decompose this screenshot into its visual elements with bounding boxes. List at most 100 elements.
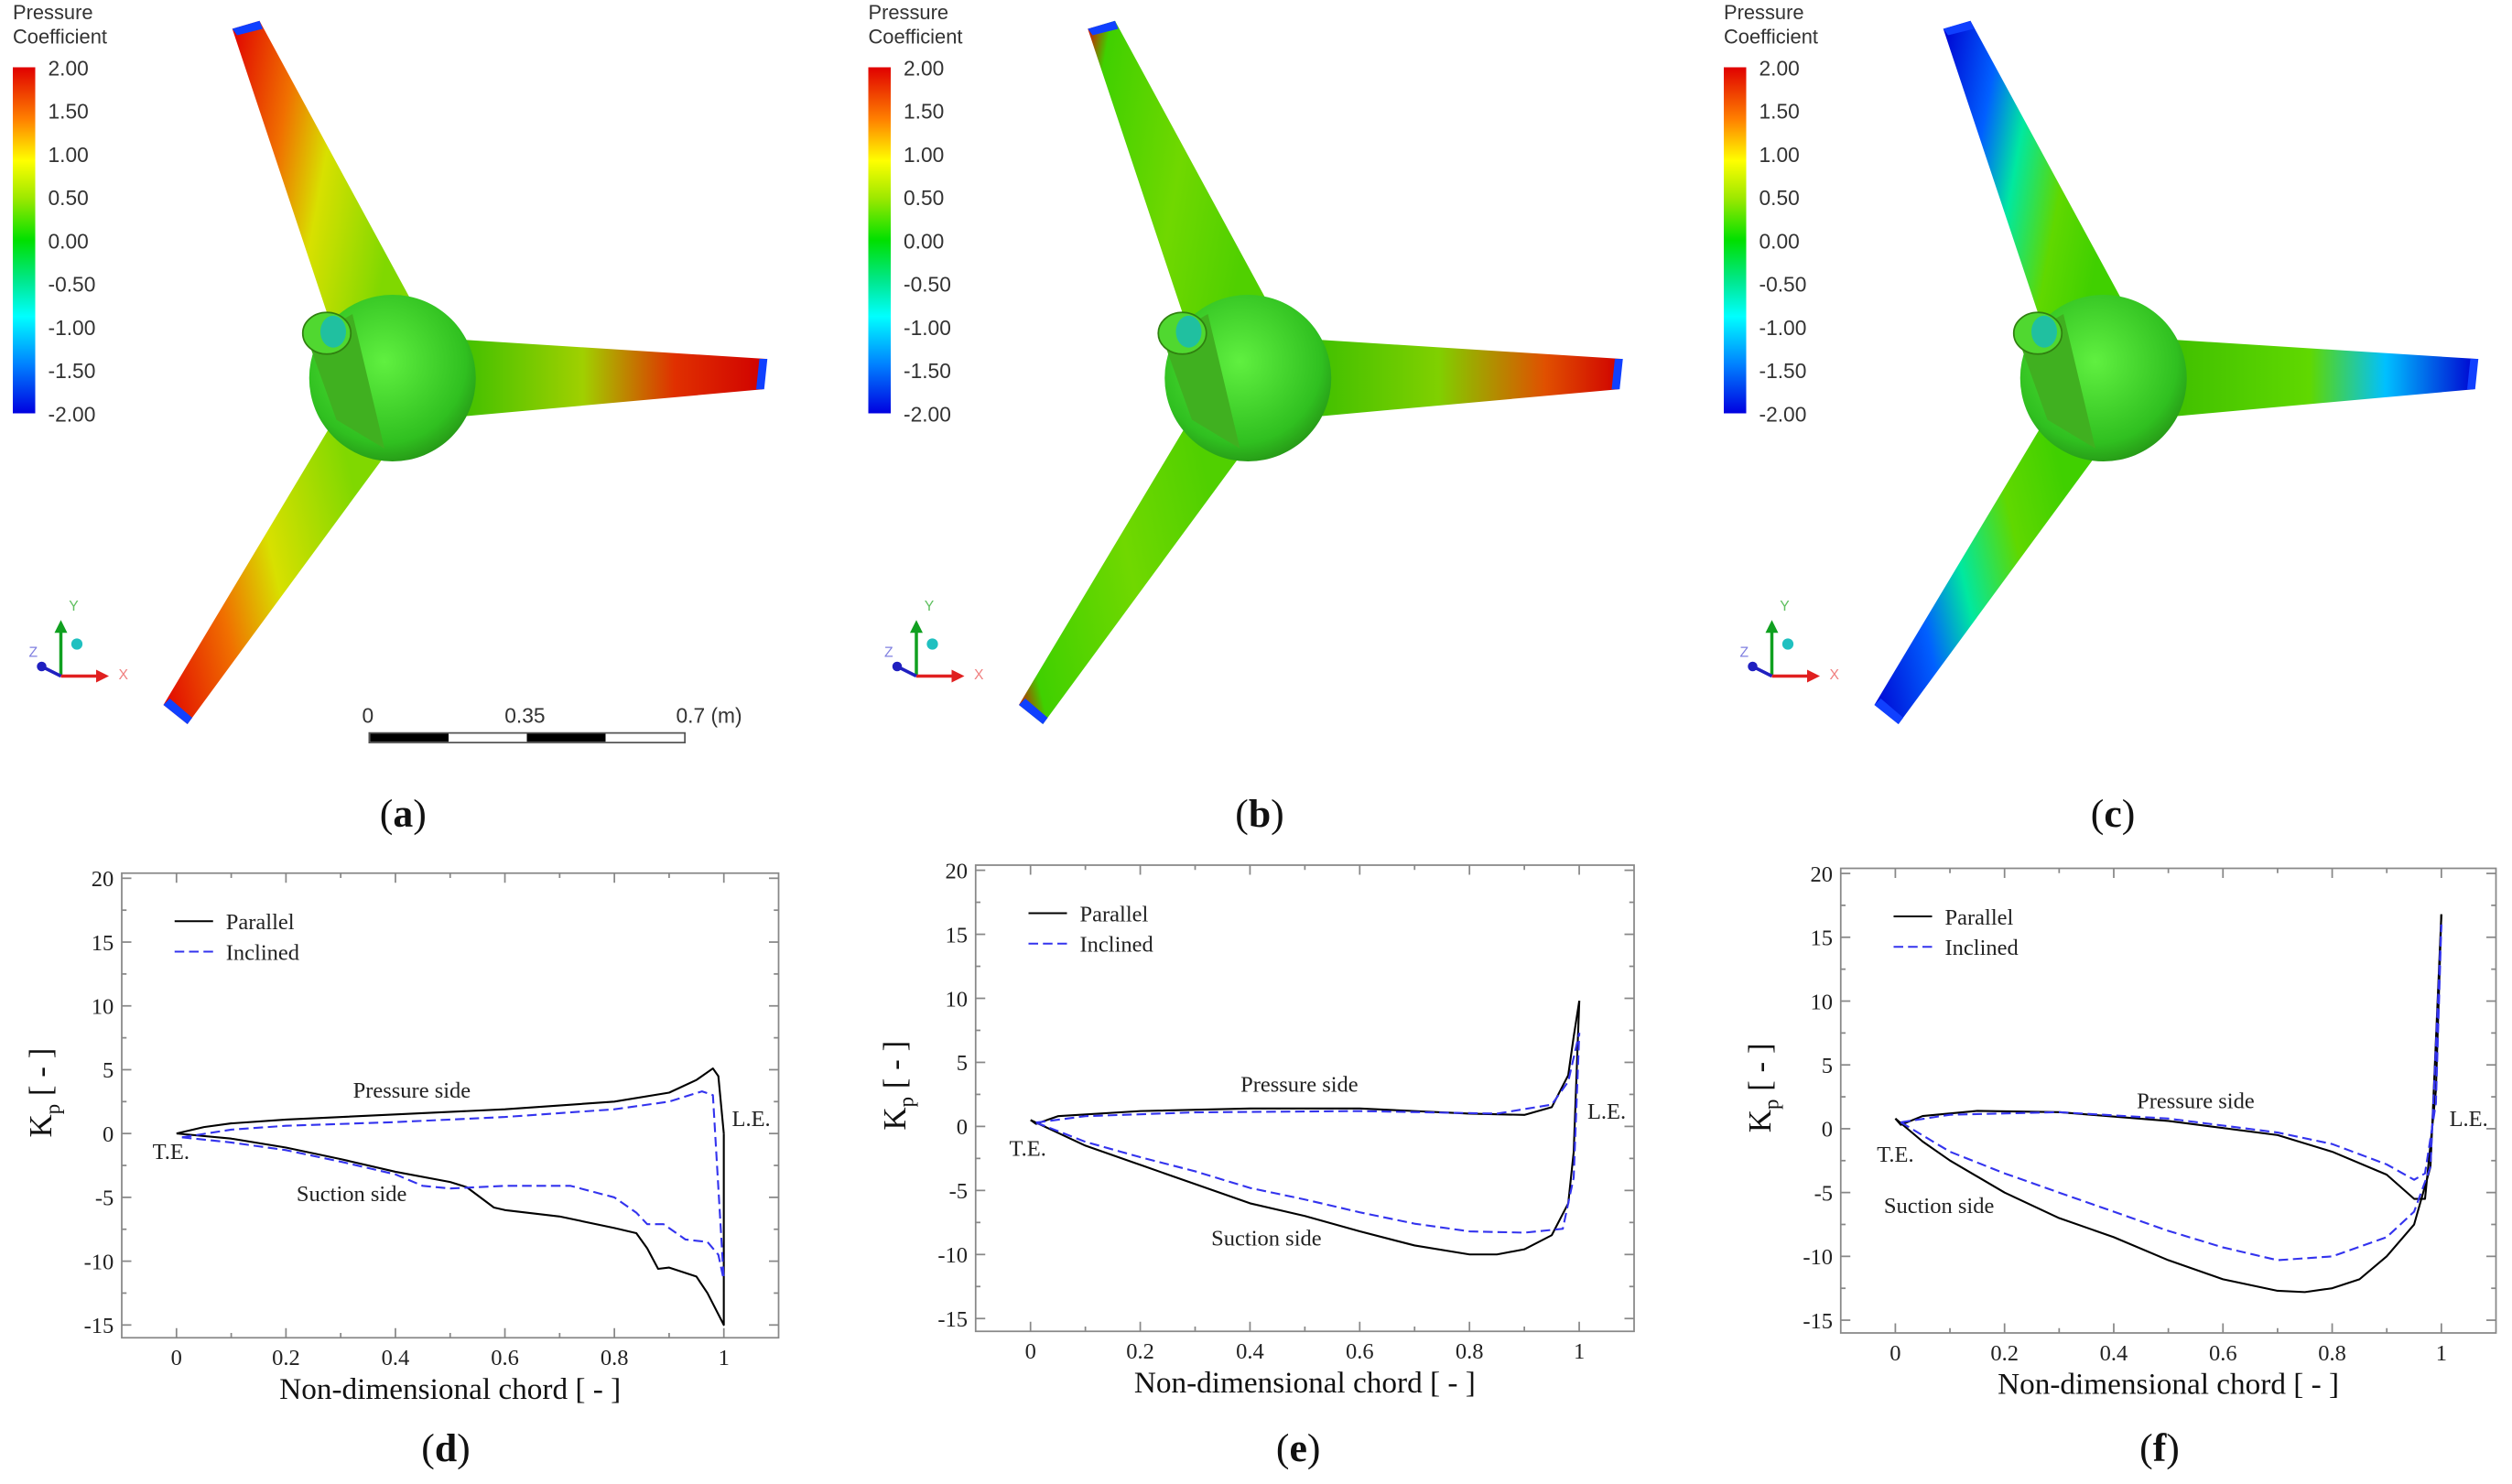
y-label-subscript: p	[41, 1104, 64, 1114]
colorbar-title: Pressure	[868, 1, 949, 25]
blade-tip	[2467, 359, 2479, 390]
triad-y-label: Y	[1780, 599, 1790, 614]
colorbar-tick-label: 1.50	[1759, 99, 1800, 124]
annotation-label: T.E.	[1877, 1143, 1913, 1167]
series-inclined-pressure-line	[1035, 1032, 1581, 1124]
panel-label: (d)	[421, 1426, 470, 1473]
rotor-render: Y X Z	[884, 20, 1623, 724]
panel-label: (f)	[2139, 1426, 2180, 1473]
triad-x-label: X	[1830, 667, 1840, 683]
colorbar-tick-label: 0.00	[1759, 229, 1800, 254]
x-tick-label: 0.8	[601, 1346, 629, 1370]
colorbar-tick-label: 1.50	[48, 99, 89, 124]
colorbar-tick-label: -1.50	[904, 359, 951, 384]
y-tick-label: -10	[937, 1243, 968, 1268]
x-tick-label: 0.4	[1236, 1339, 1264, 1364]
blade-lower	[1019, 429, 1243, 724]
y-axis-label: Kp [ - ]	[877, 1041, 918, 1131]
colorbar-tick-label: 2.00	[48, 56, 89, 81]
paren: (	[2090, 793, 2105, 837]
paren: (	[1275, 1427, 1290, 1471]
blade-upper	[232, 20, 414, 318]
contour-panel-b: Y X Z Pressure Coefficient 2.00 1.50 1.00 0.50 0.…	[856, 0, 1689, 850]
colorbar-tick-label: -0.50	[904, 272, 951, 297]
colorbar-tick-label: 1.00	[48, 142, 89, 167]
annotation-label: L.E.	[2450, 1107, 2488, 1132]
paren: )	[2166, 1427, 2180, 1471]
colorbar-title: Pressure	[13, 1, 93, 25]
panel-letter: e	[1289, 1427, 1307, 1471]
blade-tip	[1943, 20, 1974, 36]
rotor-render: Y X Z	[1740, 20, 2479, 724]
legend-label: Parallel	[1080, 902, 1149, 926]
x-tick-label: 1	[719, 1346, 730, 1370]
scale-bar-label: 0.7 (m)	[676, 703, 742, 728]
y-tick-label: -15	[84, 1314, 114, 1338]
panel-letter: f	[2152, 1427, 2167, 1471]
x-tick-label: 0.6	[2209, 1341, 2237, 1366]
annotation-label: Pressure side	[1240, 1073, 1359, 1098]
y-label-main: K	[1742, 1110, 1778, 1132]
legend-label: Parallel	[1945, 905, 2014, 930]
y-axis-label: Kp [ - ]	[23, 1048, 64, 1138]
y-label-main: K	[877, 1107, 913, 1130]
y-label-subscript: p	[1760, 1099, 1783, 1110]
paren: (	[1235, 793, 1249, 837]
legend-label: Inclined	[226, 940, 299, 965]
colorbar-tick-label: 0.50	[48, 186, 89, 211]
blade-lower	[163, 429, 388, 724]
colorbar-tick-label: 1.00	[1759, 142, 1800, 167]
colorbar-tick-label: -1.50	[48, 359, 96, 384]
x-tick-label: 0.2	[1126, 1339, 1154, 1364]
colorbar-tick-label: 1.00	[904, 142, 945, 167]
annotation-label: L.E.	[1587, 1099, 1626, 1124]
triad-x-label: X	[119, 667, 129, 683]
blade-upper	[1943, 20, 2125, 318]
blade-lower	[1874, 429, 2099, 724]
y-tick-label: 20	[92, 867, 114, 892]
y-tick-label: 5	[957, 1051, 968, 1076]
y-tick-label: 5	[103, 1058, 114, 1083]
colorbar-title: Pressure	[1724, 1, 1804, 25]
series-parallel-suction-line	[176, 1132, 725, 1327]
triad-z-label: Z	[1740, 645, 1749, 661]
contour-panel-c: Y X Z Pressure Coefficient 2.00 1.50 1.00 0.50 0.…	[1711, 0, 2512, 850]
colorbar-tick-label: -0.50	[48, 272, 96, 297]
series-parallel-suction-line	[1894, 914, 2442, 1294]
axis-triad-icon: Y X Z	[29, 599, 129, 683]
triad-x-label: X	[974, 667, 984, 683]
blade-right	[1316, 340, 1621, 417]
scale-bar	[368, 731, 686, 743]
blade-upper	[1088, 20, 1269, 318]
blade-tip	[163, 699, 192, 724]
paren: )	[1306, 1427, 1321, 1471]
paren: )	[457, 1427, 471, 1471]
colorbar-tick-label: 0.50	[1759, 186, 1800, 211]
x-tick-label: 1	[2436, 1341, 2447, 1366]
contour-panel-a: Y X Z Pressure Coefficient 2.00 1.50 1.00 0.50 0.…	[0, 0, 833, 850]
colorbar-tick-label: -1.00	[1759, 315, 1807, 340]
x-axis-label: Non-dimensional chord [ - ]	[1134, 1366, 1476, 1400]
legend-label: Inclined	[1945, 936, 2019, 960]
annotation-label: L.E.	[732, 1107, 771, 1132]
y-tick-label: 15	[946, 923, 969, 948]
paren: )	[413, 793, 427, 837]
x-tick-label: 0.6	[1346, 1339, 1374, 1364]
paren: )	[1271, 793, 1284, 837]
panel-label: (a)	[380, 792, 427, 839]
y-axis-label: Kp [ - ]	[1742, 1043, 1783, 1132]
y-tick-label: -5	[949, 1179, 968, 1204]
y-tick-label: 20	[946, 859, 969, 883]
series-parallel-pressure-line	[1030, 1001, 1581, 1125]
colorbar-title: Coefficient	[13, 26, 107, 49]
colorbar-tick-label: -1.00	[48, 315, 96, 340]
triad-y-label: Y	[925, 599, 935, 614]
rotor-render: Y X Z	[29, 20, 768, 724]
y-tick-label: 20	[1811, 862, 1834, 887]
colorbar-title: Coefficient	[868, 26, 963, 49]
y-label-unit: [ - ]	[23, 1048, 59, 1104]
colorbar-tick-label: 2.00	[904, 56, 945, 81]
series-parallel-pressure-line	[176, 1067, 725, 1135]
triad-z-label: Z	[29, 645, 38, 661]
